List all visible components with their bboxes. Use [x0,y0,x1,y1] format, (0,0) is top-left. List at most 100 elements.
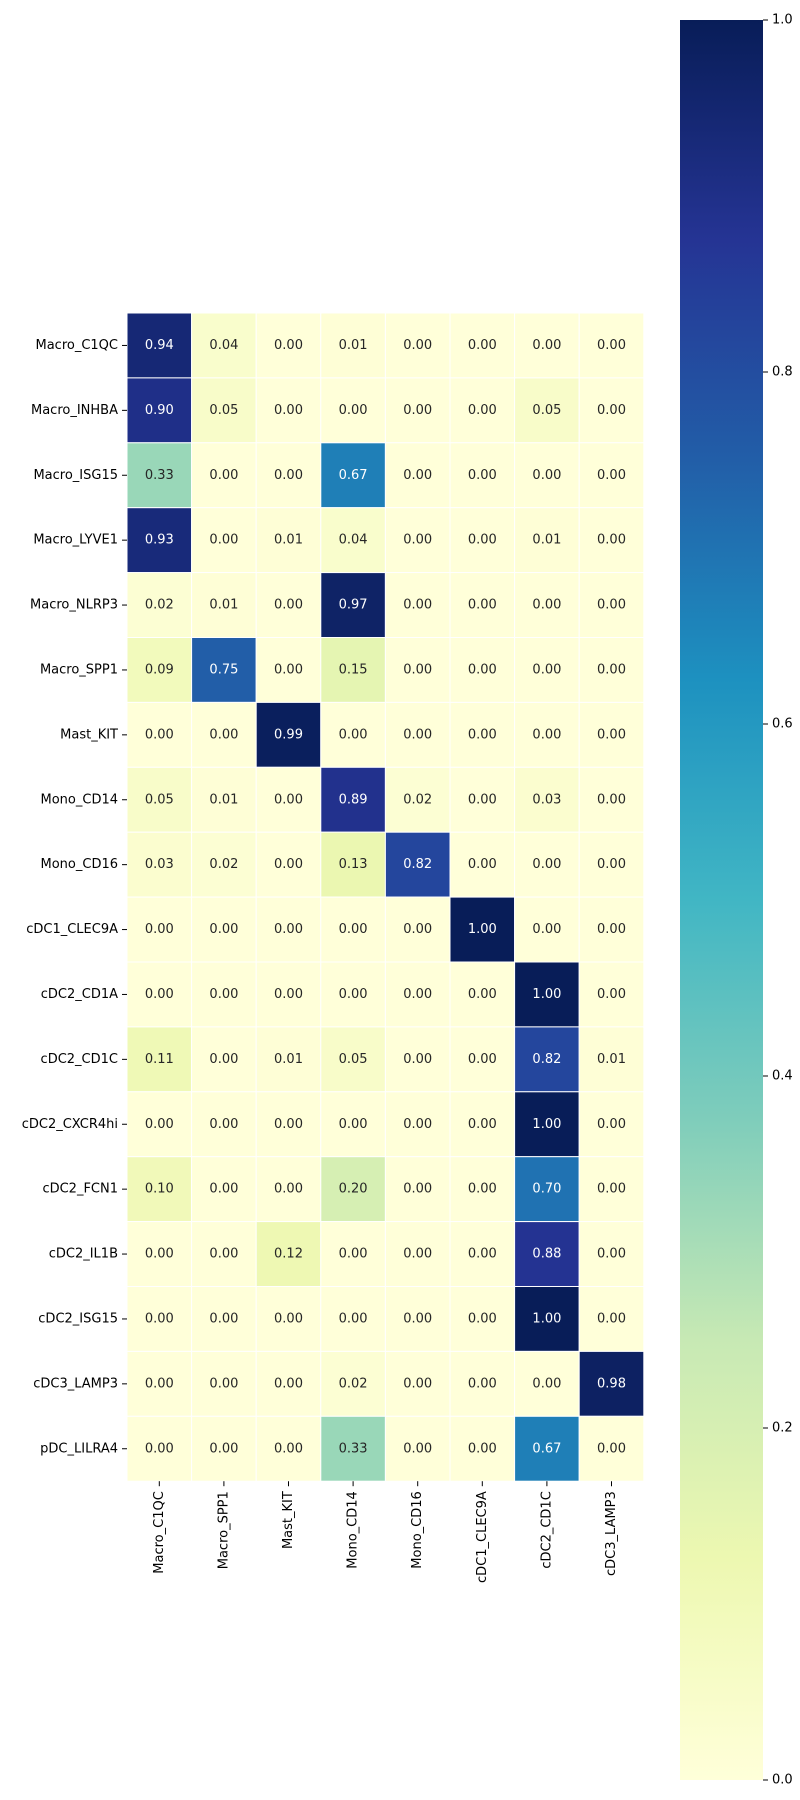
heatmap-cell [449,1286,516,1352]
heatmap-cell [255,1221,322,1287]
heatmap-cell [126,1026,193,1093]
cell-value-label: 0.00 [209,1247,238,1262]
cell-value-label: 0.00 [403,987,432,1002]
heatmap-cell [514,1026,580,1093]
cell-value-label: 0.00 [597,662,626,677]
y-axis: Macro_C1QC Macro_INHBA Macro_ISG15 Macro_LY… [22,338,127,1456]
cell-value-label: 0.00 [209,1117,238,1132]
heatmap-cell [449,701,516,768]
cell-value-label: 0.00 [468,1117,497,1132]
cell-value-label: 0.02 [145,598,174,613]
cell-value-label: 0.00 [403,598,432,613]
cell-value-label: 0.00 [145,987,174,1002]
heatmap-cell [449,1221,516,1287]
heatmap-cell [578,377,645,444]
cell-value-label: 1.00 [468,922,497,937]
cell-value-label: 0.00 [209,922,238,937]
cell-value-label: 0.05 [532,403,561,418]
y-tick-label: cDC2_CD1C [41,1052,118,1067]
cell-value-label: 0.00 [532,598,561,613]
x-tick-label: Macro_C1QC [152,1491,167,1574]
heatmap-cell [126,1350,193,1417]
heatmap-cell [255,961,322,1028]
heatmap-cell [514,1091,580,1158]
y-tick-label: cDC2_FCN1 [42,1182,118,1197]
cell-value-label: 0.00 [209,1311,238,1326]
heatmap-cell [384,831,451,898]
cell-value-label: 0.00 [145,1311,174,1326]
colorbar: 0.0 0.2 0.4 0.6 0.8 1.0 [680,13,793,1788]
heatmap-cell [578,961,645,1028]
cell-value-label: 0.00 [274,857,303,872]
heatmap-cell [191,1350,257,1417]
colorbar-tick-label: 0.0 [772,1773,793,1788]
cell-value-label: 0.00 [468,1247,497,1262]
cell-value-label: 0.00 [403,1247,432,1262]
heatmap-cell [126,1286,193,1352]
heatmap-grid: 0.94 0.04 0.00 0.01 0.00 0.00 0.00 0.00 0.90 0.05… [126,312,645,1482]
cell-value-label: 0.01 [209,598,238,613]
heatmap-cell [191,637,257,703]
heatmap-cell [191,442,257,509]
cell-value-label: 0.93 [145,533,174,548]
heatmap-cell [384,961,451,1028]
heatmap-cell [191,377,257,444]
heatmap-cell [255,701,322,768]
heatmap-cell [255,637,322,703]
heatmap-cell [320,1156,386,1223]
heatmap-cell [514,701,580,768]
heatmap-cell [126,701,193,768]
cell-value-label: 0.98 [597,1376,626,1391]
heatmap-cell [578,1286,645,1352]
cell-value-label: 0.00 [403,922,432,937]
heatmap-cell [255,1286,322,1352]
heatmap-cell [255,1415,322,1482]
heatmap-cell [384,442,451,509]
heatmap-cell [449,1156,516,1223]
heatmap-cell [449,1350,516,1417]
heatmap-cell [255,442,322,509]
heatmap-cell [320,1286,386,1352]
heatmap-cell [191,896,257,963]
y-tick-label: cDC2_ISG15 [38,1311,118,1326]
y-tick-label: cDC2_IL1B [49,1247,118,1262]
cell-value-label: 0.00 [532,727,561,742]
cell-value-label: 0.00 [597,1117,626,1132]
cell-value-label: 0.00 [468,338,497,353]
heatmap-cell [578,1415,645,1482]
cell-value-label: 0.00 [403,1376,432,1391]
heatmap-cell [449,1415,516,1482]
heatmap-cell [384,701,451,768]
cell-value-label: 0.00 [403,1441,432,1456]
heatmap-cell [320,896,386,963]
cell-value-label: 0.00 [468,468,497,483]
cell-value-label: 0.00 [274,598,303,613]
heatmap-cell [514,1286,580,1352]
heatmap-cell [514,1221,580,1287]
heatmap-cell [578,896,645,963]
cell-value-label: 0.00 [145,1117,174,1132]
cell-value-label: 0.00 [209,1441,238,1456]
cell-value-label: 0.00 [274,1182,303,1197]
heatmap-cell [514,1415,580,1482]
heatmap-cell [126,1221,193,1287]
cell-value-label: 0.00 [339,1311,368,1326]
cell-value-label: 0.00 [274,403,303,418]
cell-value-label: 0.00 [339,403,368,418]
cell-value-label: 0.00 [403,727,432,742]
colorbar-tick-label: 0.6 [772,717,793,732]
cell-value-label: 0.00 [274,1311,303,1326]
heatmap-cell [255,831,322,898]
cell-value-label: 0.00 [468,1441,497,1456]
cell-value-label: 0.00 [274,662,303,677]
heatmap-cell [126,507,193,574]
x-axis: Macro_C1QC Macro_SPP1 Mast_KIT Mono_CD14 Mon… [152,1481,619,1583]
heatmap-cell [255,1350,322,1417]
cell-value-label: 0.00 [274,468,303,483]
cell-value-label: 0.00 [339,922,368,937]
cell-value-label: 0.09 [145,662,174,677]
x-tick-label: Mono_CD16 [410,1491,425,1569]
cell-value-label: 0.00 [339,727,368,742]
heatmap-cell [384,896,451,963]
heatmap-cell [578,637,645,703]
